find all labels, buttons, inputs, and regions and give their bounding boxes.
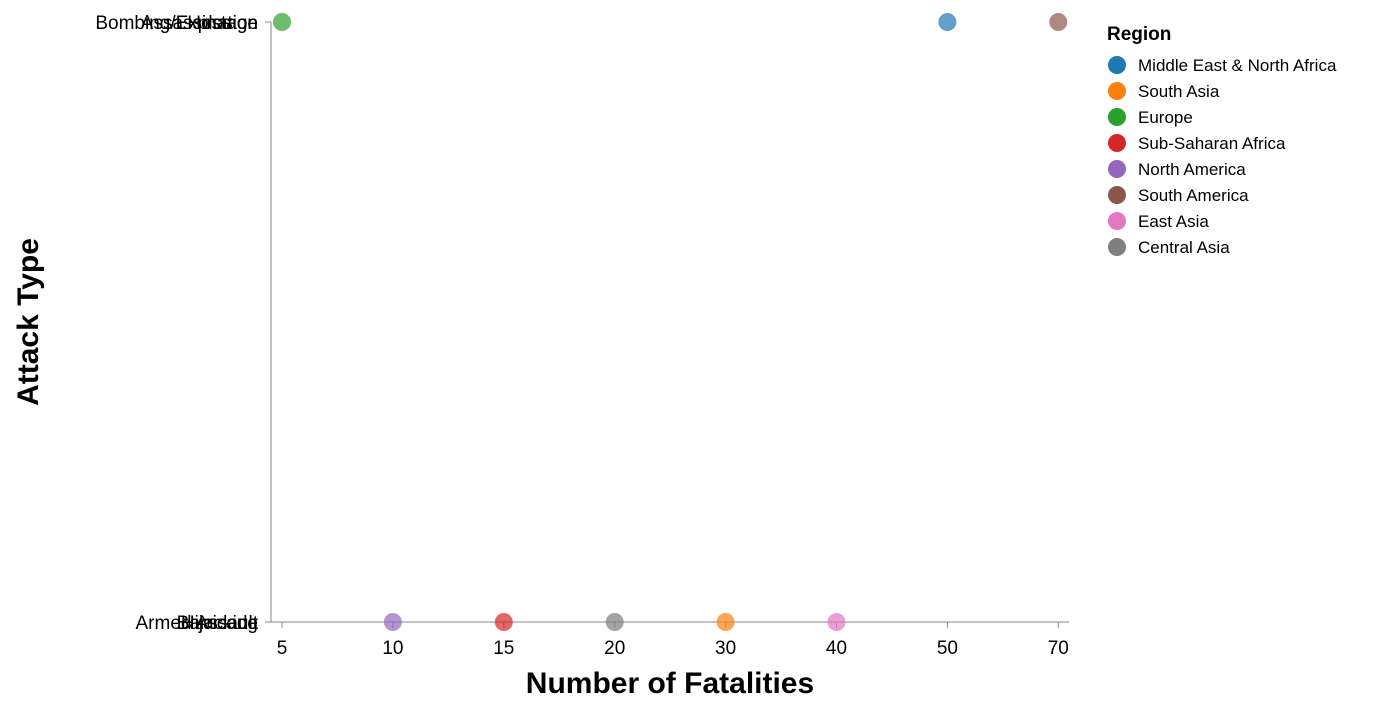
legend-label: Middle East & North Africa <box>1138 56 1337 75</box>
x-axis-title: Number of Fatalities <box>526 667 814 700</box>
legend-label: Sub-Saharan Africa <box>1138 134 1286 153</box>
data-point[interactable] <box>383 613 402 631</box>
legend-label: South America <box>1138 186 1249 205</box>
y-axis-title: Attack Type <box>12 238 45 406</box>
legend-label: North America <box>1138 160 1246 179</box>
x-tick-label: 15 <box>493 638 514 659</box>
y-tick-label: Bombing/Explosion <box>95 13 258 34</box>
data-point[interactable] <box>494 613 513 631</box>
legend-symbol <box>1108 56 1126 74</box>
x-tick-label: 70 <box>1048 638 1069 659</box>
y-tick-label: Hostage <box>187 13 258 34</box>
data-point[interactable] <box>716 613 735 631</box>
legend-symbol <box>1108 238 1126 256</box>
legend-label: Europe <box>1138 108 1193 127</box>
y-tick-label: Assassination <box>141 13 258 34</box>
legend-label: South Asia <box>1138 82 1220 101</box>
legend-symbol <box>1108 160 1126 178</box>
legend-symbol <box>1108 134 1126 152</box>
legend-label: East Asia <box>1138 212 1209 231</box>
data-point[interactable] <box>605 613 624 631</box>
x-tick-label: 30 <box>715 638 736 659</box>
x-tick-label: 5 <box>277 638 288 659</box>
legend-symbol <box>1108 186 1126 204</box>
legend-symbol <box>1108 108 1126 126</box>
legend-label: Central Asia <box>1138 238 1230 257</box>
legend: Middle East & North Africa South Asia Euro… <box>1108 56 1337 257</box>
data-point[interactable] <box>1049 13 1068 31</box>
x-tick-label: 50 <box>937 638 958 659</box>
data-point[interactable] <box>273 13 291 31</box>
data-point[interactable] <box>938 13 957 31</box>
x-tick-label: 10 <box>382 638 403 659</box>
legend-symbol <box>1108 82 1126 100</box>
y-tick-label: Armed Assault <box>136 613 259 634</box>
legend-title: Region <box>1107 24 1171 45</box>
data-point[interactable] <box>827 613 846 631</box>
y-tick-label: Barricade <box>177 613 258 634</box>
data-points <box>273 13 1068 631</box>
y-tick-label: Hijacking <box>181 613 258 634</box>
x-tick-label: 20 <box>604 638 625 659</box>
legend-symbol <box>1108 212 1126 230</box>
x-tick-label: 40 <box>826 638 847 659</box>
